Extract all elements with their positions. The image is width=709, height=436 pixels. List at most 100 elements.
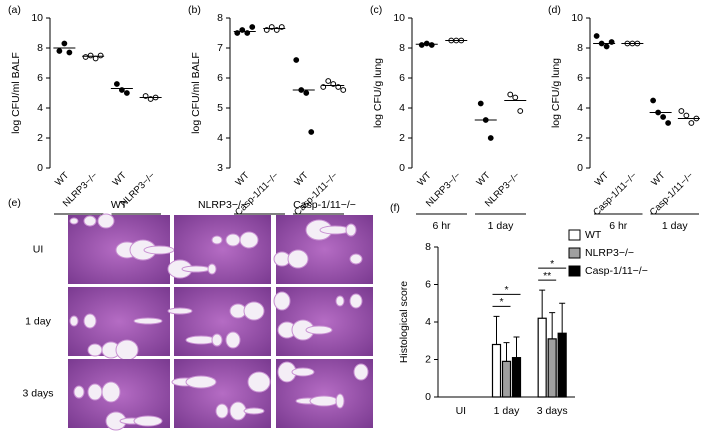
panel-label: (a) xyxy=(8,4,21,16)
histology-image xyxy=(174,287,271,356)
data-point xyxy=(87,52,94,59)
bar xyxy=(511,357,522,398)
legend-label: WT xyxy=(585,229,602,241)
group-label: 1 day xyxy=(662,220,688,232)
y-axis-label: Histological score xyxy=(398,281,410,363)
data-point xyxy=(678,108,685,114)
significance-label: ** xyxy=(543,270,551,282)
data-point xyxy=(293,57,300,63)
column-label: WT xyxy=(111,199,128,211)
bar xyxy=(547,338,557,398)
legend-label: Casp-1/11−/− xyxy=(585,265,648,277)
column-label: NLRP3−/− xyxy=(198,199,247,211)
tissue-lumen xyxy=(309,395,339,407)
tissue-lumen xyxy=(291,367,315,377)
data-point xyxy=(303,90,310,96)
bar xyxy=(557,332,567,398)
group-label: 6 hr xyxy=(609,220,628,232)
significance-label: * xyxy=(550,258,554,270)
tissue-lumen xyxy=(181,265,211,273)
panel-label: (e) xyxy=(8,197,21,209)
y-axis-label: log CFU/ml BALF xyxy=(10,52,22,134)
data-point xyxy=(308,129,315,135)
y-tick-label: 6 xyxy=(577,72,583,84)
y-tick-label: 2 xyxy=(37,132,43,144)
y-tick-label: 3 xyxy=(217,162,223,174)
y-axis-label: log CFU/g lung xyxy=(550,58,562,128)
x-tick-label: WT xyxy=(649,170,667,188)
x-tick-label: WT xyxy=(53,170,71,188)
x-tick-label: WT xyxy=(292,170,310,188)
group-label: 6 hr xyxy=(432,220,451,232)
tissue-lumen xyxy=(353,363,369,381)
tissue-lumen xyxy=(287,249,309,269)
group-label: 1 day xyxy=(488,220,514,232)
tissue-lumen xyxy=(97,213,115,229)
tissue-lumen xyxy=(273,291,291,311)
data-point xyxy=(423,40,430,47)
data-point xyxy=(56,48,63,54)
tissue-lumen xyxy=(305,325,333,335)
y-tick-label: 8 xyxy=(425,241,431,253)
tissue-lumen xyxy=(349,253,363,265)
panel-label: (c) xyxy=(370,4,382,16)
tissue-lumen xyxy=(115,339,139,361)
tissue-lumen xyxy=(211,235,223,245)
y-tick-label: 6 xyxy=(37,72,43,84)
data-point xyxy=(123,90,130,96)
tissue-lumen xyxy=(349,293,363,309)
y-tick-label: 0 xyxy=(425,391,431,403)
y-tick-label: 10 xyxy=(31,12,43,24)
bar xyxy=(537,317,547,398)
legend-label: NLRP3−/− xyxy=(585,247,634,259)
tissue-lumen xyxy=(247,371,271,393)
data-point xyxy=(249,24,256,30)
data-point xyxy=(603,43,610,50)
data-point xyxy=(665,120,672,126)
data-point xyxy=(688,120,695,126)
data-point xyxy=(428,42,435,48)
x-tick-label: WT xyxy=(593,170,611,188)
row-label: 1 day xyxy=(25,315,51,327)
y-tick-label: 0 xyxy=(577,162,583,174)
y-tick-label: 0 xyxy=(399,162,405,174)
bar xyxy=(491,343,502,398)
tissue-lumen xyxy=(211,333,223,347)
legend-swatch xyxy=(568,247,581,259)
y-tick-label: 5 xyxy=(217,102,223,114)
data-point xyxy=(325,78,332,84)
bar xyxy=(501,360,512,398)
legend-swatch xyxy=(568,229,581,241)
x-tick-label: WT xyxy=(415,170,433,188)
row-label: 3 days xyxy=(23,387,54,399)
data-point xyxy=(683,112,690,119)
tissue-lumen xyxy=(225,331,241,349)
x-tick-label: 3 days xyxy=(537,405,568,417)
y-tick-label: 6 xyxy=(399,72,405,84)
tissue-lumen xyxy=(335,295,345,307)
legend-swatch xyxy=(568,265,581,277)
panel-label: (f) xyxy=(390,202,400,214)
y-tick-label: 10 xyxy=(393,12,405,24)
y-tick-label: 2 xyxy=(577,132,583,144)
y-axis-label: log CFU/ml BALF xyxy=(190,52,202,134)
row-label: UI xyxy=(33,243,44,255)
y-tick-label: 7 xyxy=(217,42,223,54)
tissue-lumen xyxy=(73,385,85,399)
panel-label: (b) xyxy=(188,4,201,16)
tissue-lumen xyxy=(69,315,79,327)
data-point xyxy=(477,100,484,107)
tissue-lumen xyxy=(133,415,163,427)
data-point xyxy=(97,52,104,59)
tissue-lumen xyxy=(215,403,229,419)
data-point xyxy=(512,94,519,101)
significance-label: * xyxy=(499,296,503,308)
tissue-lumen xyxy=(225,233,241,247)
significance-label: * xyxy=(504,284,508,296)
data-point xyxy=(340,87,347,93)
tissue-lumen xyxy=(101,381,121,403)
y-tick-label: 2 xyxy=(425,353,431,365)
y-tick-label: 2 xyxy=(399,132,405,144)
x-tick-label: 1 day xyxy=(494,405,520,417)
y-tick-label: 4 xyxy=(217,132,223,144)
